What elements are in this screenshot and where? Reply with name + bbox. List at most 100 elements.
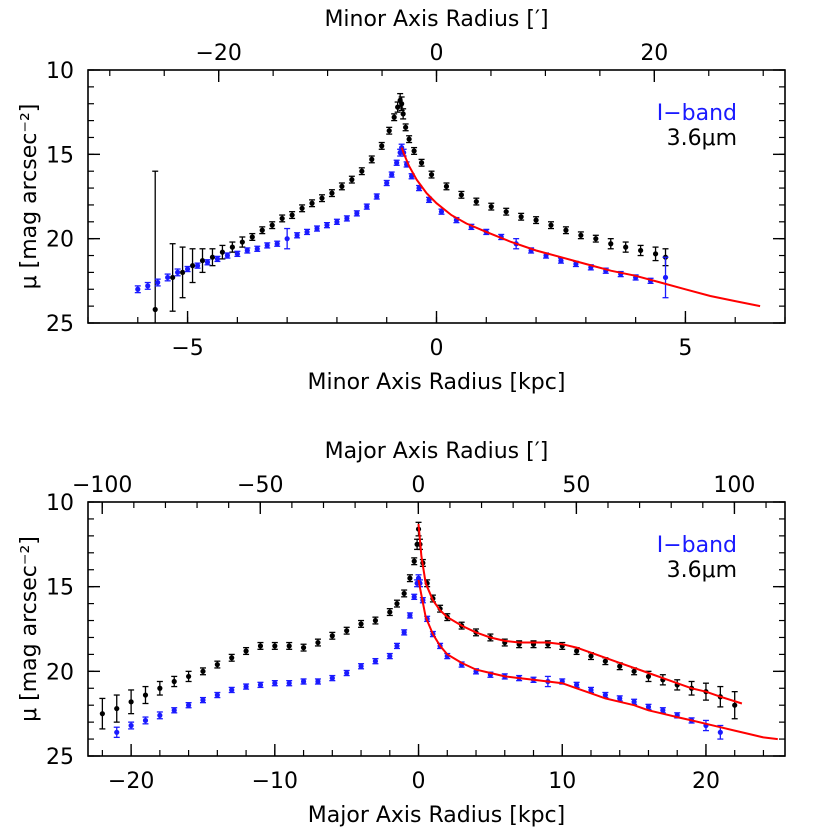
data-point	[372, 658, 379, 664]
data-point	[588, 687, 594, 693]
data-point	[548, 222, 554, 228]
data-point	[617, 663, 623, 669]
data-point	[400, 111, 406, 117]
data-point	[204, 259, 211, 265]
data-point	[300, 645, 307, 651]
data-point	[272, 680, 278, 686]
y-axis-title: μ [mag arcsec⁻²]	[17, 536, 42, 722]
data-point	[274, 241, 280, 247]
data-point	[229, 244, 235, 250]
data-point	[249, 234, 255, 240]
data-point	[387, 653, 393, 659]
model-curve	[400, 147, 761, 308]
x2-tick-label: 50	[562, 473, 590, 498]
series-irac-3-6um	[152, 92, 669, 323]
data-point	[426, 197, 432, 203]
data-point	[732, 702, 738, 708]
data-point	[272, 643, 278, 649]
data-point	[99, 711, 105, 717]
data-point	[602, 692, 608, 698]
x2-tick-label: 20	[640, 41, 668, 66]
data-point	[339, 183, 345, 189]
data-point	[438, 209, 445, 215]
data-point	[369, 156, 375, 162]
x2-axis-title: Minor Axis Radius [′]	[324, 7, 548, 32]
data-point	[593, 236, 599, 242]
data-point	[229, 687, 235, 693]
data-point	[574, 648, 580, 654]
data-point	[608, 241, 614, 247]
data-point	[279, 215, 285, 222]
data-point	[214, 661, 220, 668]
x2-tick-label: −50	[237, 473, 283, 498]
data-point	[269, 222, 275, 228]
data-point	[623, 244, 629, 250]
data-point	[349, 177, 355, 183]
x2-axis-title: Major Axis Radius [′]	[325, 439, 549, 464]
data-point	[631, 699, 637, 705]
data-point	[394, 160, 400, 166]
plot-area	[134, 92, 761, 323]
data-point	[184, 266, 191, 272]
y-tick-label: 25	[46, 745, 74, 770]
data-point	[224, 252, 230, 259]
data-point	[171, 707, 177, 713]
data-point	[214, 256, 221, 262]
data-point	[652, 251, 659, 257]
data-point	[411, 148, 417, 154]
data-point	[334, 219, 340, 225]
data-point	[175, 269, 181, 275]
data-point	[503, 209, 509, 215]
data-point	[407, 575, 413, 581]
data-point	[418, 160, 425, 166]
y-tick-label: 10	[46, 59, 74, 84]
data-point	[142, 692, 149, 698]
data-point	[299, 205, 305, 211]
data-point	[354, 210, 360, 216]
data-point	[401, 629, 407, 635]
plot-frame	[87, 501, 786, 757]
data-point	[171, 678, 177, 685]
data-point	[662, 274, 669, 281]
data-point	[185, 673, 192, 680]
data-point	[411, 594, 417, 600]
data-point	[416, 185, 422, 191]
data-point	[315, 639, 321, 646]
data-point	[128, 722, 134, 729]
data-point	[488, 204, 494, 210]
x2-tick-label: −100	[72, 473, 132, 498]
x2-tick-label: 100	[713, 473, 755, 498]
data-point	[114, 729, 120, 735]
data-point	[194, 263, 201, 269]
data-point	[229, 655, 235, 661]
legend-entry: 3.6μm	[667, 126, 737, 151]
data-point	[189, 263, 196, 269]
plot-area	[99, 521, 778, 741]
x-tick-label: 0	[430, 336, 444, 361]
data-point	[359, 168, 365, 174]
data-point	[200, 697, 206, 703]
data-point	[573, 261, 579, 267]
data-point	[234, 251, 240, 257]
data-point	[142, 717, 149, 724]
data-point	[391, 114, 397, 120]
data-point	[319, 195, 325, 201]
data-point	[165, 274, 171, 281]
data-point	[214, 692, 220, 698]
data-point	[286, 643, 292, 649]
data-point	[364, 204, 370, 210]
data-point	[135, 286, 141, 292]
data-point	[244, 247, 250, 254]
data-point	[558, 257, 564, 264]
data-point	[578, 232, 584, 238]
data-point	[284, 236, 290, 242]
data-point	[152, 306, 158, 313]
data-point	[660, 707, 666, 713]
data-point	[329, 190, 335, 196]
data-point	[286, 680, 292, 686]
series-i-band	[134, 143, 669, 299]
data-point	[243, 683, 249, 690]
data-point	[324, 222, 330, 228]
model-curve	[417, 579, 778, 741]
